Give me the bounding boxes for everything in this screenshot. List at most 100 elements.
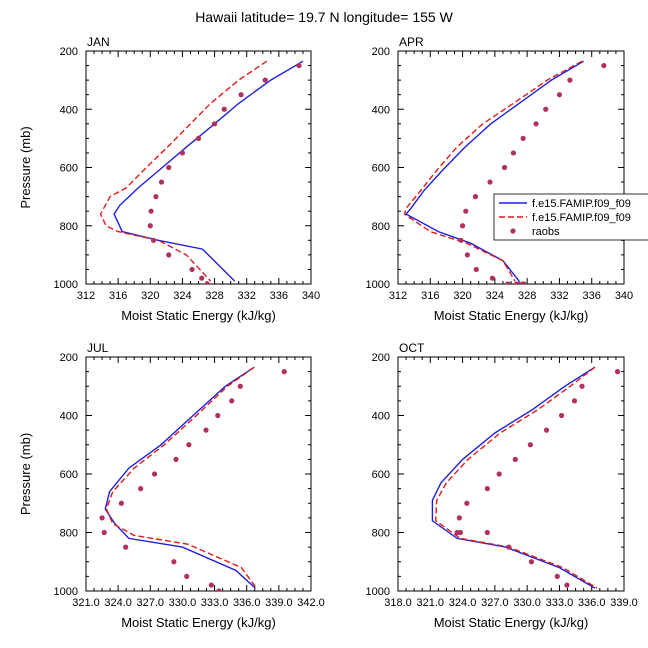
raobs-point	[558, 412, 565, 419]
panel-oct: OCT 318.0 321.0 324.0 327.0 330.0 333.0 336.0 33…	[366, 341, 638, 630]
raobs-point	[138, 486, 144, 492]
raobs-point	[484, 486, 490, 492]
series-group	[431, 366, 621, 589]
panels: JAN 312 316 320 324 328 332 336 340 200 400 600 800 1…	[18, 35, 638, 630]
raobs-point	[208, 582, 214, 588]
raobs-point	[456, 515, 462, 521]
raobs-point	[489, 275, 496, 281]
raobs-point	[179, 150, 186, 156]
raobs-point	[281, 369, 287, 375]
raobs-point	[238, 92, 244, 98]
x-tick-label: 336	[583, 290, 601, 302]
y-tick-label: 200	[372, 352, 390, 364]
legend-label: raobs	[532, 226, 560, 238]
y-tick-label: 1000	[366, 586, 390, 598]
y-tick-label: 800	[372, 528, 390, 540]
x-axis-title: Moist Static Energy (kJ/kg)	[121, 615, 276, 630]
x-tick-label: 330.0	[169, 597, 197, 609]
raobs-point	[148, 208, 154, 214]
legend-label: f.e15.FAMIP.f09_f09	[532, 212, 631, 224]
x-tick-label: 340	[615, 290, 633, 302]
raobs-point	[101, 529, 107, 536]
y-tick-label: 400	[60, 411, 78, 423]
raobs-point	[186, 442, 192, 448]
raobs-point	[556, 92, 563, 98]
raobs-point	[521, 281, 527, 284]
x-axis-title: Moist Static Energy (kJ/kg)	[434, 615, 589, 630]
raobs-point	[514, 281, 520, 284]
raobs-point	[150, 237, 157, 243]
legend-label: f.e15.FAMIP.f09_f09	[532, 198, 631, 210]
x-tick-label: 316	[109, 290, 127, 302]
y-tick-label: 800	[60, 221, 78, 233]
x-tick-label: 324	[486, 290, 504, 302]
raobs-point	[533, 121, 539, 127]
raobs-point	[496, 471, 502, 477]
y-tick-label: 600	[60, 163, 78, 175]
raobs-point	[173, 456, 179, 462]
raobs-point	[571, 398, 578, 404]
raobs-point	[166, 164, 172, 171]
y-tick-label: 800	[60, 528, 78, 540]
raobs-point	[99, 515, 105, 521]
y-tick-label: 600	[372, 163, 390, 175]
y-axis-title: Pressure (mb)	[18, 126, 33, 208]
x-tick-label: 321.0	[72, 597, 100, 609]
raobs-point	[118, 500, 124, 506]
x-tick-label: 324.0	[104, 597, 132, 609]
raobs-point	[189, 266, 195, 273]
y-tick-label: 600	[60, 469, 78, 481]
x-tick-label: 327.0	[481, 597, 509, 609]
raobs-point	[457, 529, 464, 536]
raobs-point	[195, 135, 202, 141]
raobs-point	[614, 369, 621, 375]
y-tick-label: 1000	[54, 586, 78, 598]
raobs-point	[567, 77, 573, 83]
x-tick-label: 328	[205, 290, 223, 302]
x-tick-label: 336.0	[578, 597, 606, 609]
y-axis-title: Pressure (mb)	[18, 433, 33, 515]
raobs-point	[601, 62, 607, 69]
raobs-point	[520, 135, 526, 141]
x-tick-label: 332	[238, 290, 256, 302]
x-tick-label: 332	[550, 290, 568, 302]
raobs-point	[158, 179, 165, 185]
series-line-dashed	[105, 366, 257, 589]
raobs-point	[512, 456, 518, 462]
x-tick-label: 324	[173, 290, 191, 302]
main-title: Hawaii latitude= 19.7 N longitude= 155 W	[195, 9, 453, 25]
legend-marker	[510, 228, 516, 234]
raobs-point	[204, 281, 210, 284]
raobs-point	[506, 544, 512, 550]
plot-frame	[397, 50, 625, 285]
plot-frame	[85, 50, 312, 285]
raobs-point	[473, 266, 479, 273]
panel-label: OCT	[399, 341, 425, 355]
panel-jan: JAN 312 316 320 324 328 332 336 340 200 400 600 800 1…	[18, 35, 320, 323]
raobs-point	[199, 275, 205, 281]
raobs-point	[237, 383, 243, 389]
x-tick-label: 316	[421, 290, 439, 302]
series-group	[99, 60, 304, 284]
legend: f.e15.FAMIP.f09_f09 f.e15.FAMIP.f09_f09ra…	[493, 193, 648, 241]
raobs-point	[147, 223, 153, 229]
series-group	[403, 60, 607, 284]
y-tick-label: 400	[60, 104, 78, 116]
raobs-point	[543, 106, 549, 112]
series-line-solid	[431, 366, 596, 589]
raobs-point	[166, 252, 172, 258]
x-tick-label: 318.0	[384, 597, 412, 609]
raobs-point	[464, 500, 470, 506]
x-tick-label: 336	[270, 290, 288, 302]
raobs-point	[184, 573, 190, 579]
x-tick-label: 333.0	[201, 597, 229, 609]
y-tick-label: 800	[372, 221, 390, 233]
raobs-point	[221, 106, 227, 112]
series-line-dashed	[434, 366, 598, 589]
raobs-point	[527, 442, 533, 448]
raobs-point	[211, 121, 218, 127]
y-tick-label: 1000	[366, 279, 390, 291]
x-axis-title: Moist Static Energy (kJ/kg)	[434, 308, 589, 323]
raobs-point	[528, 559, 535, 565]
x-tick-label: 339.0	[610, 597, 638, 609]
